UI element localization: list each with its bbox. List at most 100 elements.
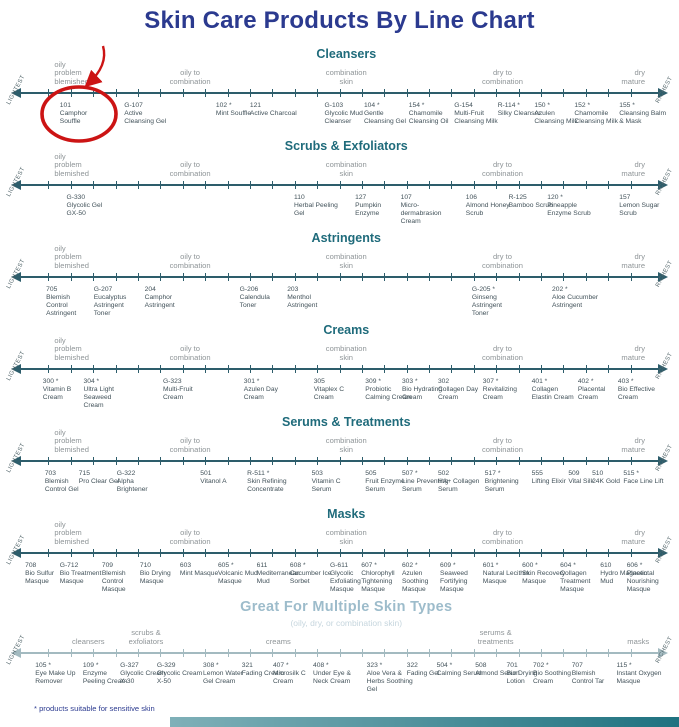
product-G-207: G-207 Eucalyptus Astringent Toner bbox=[94, 286, 141, 318]
product-203: 203 Menthol Astringent bbox=[287, 286, 334, 310]
product-code: 701 bbox=[506, 662, 518, 669]
axis-tick bbox=[473, 649, 475, 657]
axis-tick bbox=[406, 89, 408, 97]
product-505: 505 Fruit Enzyme Serum bbox=[365, 470, 412, 494]
axis-tick bbox=[496, 273, 498, 281]
axis-tick bbox=[361, 89, 363, 97]
axis-tick bbox=[272, 549, 274, 557]
axis-tick bbox=[137, 549, 139, 557]
product-G-107: G-107 Active Cleansing Gel bbox=[124, 102, 171, 126]
product-605: 605 * Volcanic Mud Masque bbox=[218, 562, 265, 586]
axis-tick bbox=[451, 89, 453, 97]
product-name: Collagen Day Cream bbox=[437, 386, 479, 402]
axis-tick bbox=[294, 89, 296, 97]
product-code: R-125 bbox=[508, 194, 527, 201]
skin-type-label: dry mature bbox=[621, 344, 646, 362]
axis-arrow-left-icon bbox=[11, 548, 21, 558]
axis-tick bbox=[406, 181, 408, 189]
section-masks: Masks oily problem blemished oily to combi… bbox=[0, 504, 679, 596]
axis-tick bbox=[429, 649, 431, 657]
axis-tick bbox=[227, 549, 229, 557]
axis-tick bbox=[317, 457, 319, 465]
product-G-712: G-712 Bio Treatment Masque bbox=[60, 562, 107, 586]
product-code: G-205 * bbox=[471, 286, 495, 293]
skin-type-label: combination skin bbox=[325, 160, 367, 178]
axis-tick bbox=[317, 89, 319, 97]
product-110: 110 Herbal Peeling Gel bbox=[294, 194, 341, 218]
axis-tick bbox=[182, 273, 184, 281]
axis-tick bbox=[115, 457, 117, 465]
axis-tick bbox=[294, 549, 296, 557]
skin-type-label: dry to combination bbox=[481, 344, 523, 362]
product-name: Pro Clear Gel bbox=[78, 478, 120, 486]
axis-tick bbox=[406, 365, 408, 373]
axis-arrow-right-icon bbox=[658, 456, 668, 466]
product-708: 708 Bio Sulfur Masque bbox=[25, 562, 72, 586]
product-name: Placental Cream bbox=[577, 386, 606, 402]
section-title: Creams bbox=[323, 323, 370, 337]
skin-type-label: dry to combination bbox=[481, 160, 523, 178]
axis-tick bbox=[585, 649, 587, 657]
product-name: Glycolic Gel GX-50 bbox=[66, 202, 103, 218]
axis-tick bbox=[608, 89, 610, 97]
product-709: 709 Blemish Control Masque bbox=[102, 562, 149, 594]
section-header: Cleansers oily problem blemished oily to c… bbox=[0, 44, 679, 88]
axis-tick bbox=[272, 181, 274, 189]
axis-tick bbox=[70, 181, 72, 189]
product-code: 109 * bbox=[82, 662, 99, 669]
axis-tick bbox=[70, 273, 72, 281]
product-code: 708 bbox=[25, 562, 37, 569]
axis-tick bbox=[361, 273, 363, 281]
product-code: 307 * bbox=[482, 378, 499, 385]
product-code: 515 * bbox=[623, 470, 639, 477]
product-code: R-511 * bbox=[247, 470, 270, 477]
product-name: Mint Masque bbox=[179, 570, 219, 578]
spectrum-axis: LIGHTEST RICHEST bbox=[6, 442, 674, 474]
product-code: 303 * bbox=[401, 378, 418, 385]
axis-tick bbox=[137, 365, 139, 373]
product-308: 308 * Lemon Water Gel Cream bbox=[203, 662, 250, 686]
product-715: 715 Pro Clear Gel bbox=[79, 470, 126, 486]
axis-tick bbox=[93, 365, 95, 373]
product-code: 402 * bbox=[577, 378, 594, 385]
axis-tick bbox=[227, 273, 229, 281]
section-subtitle: (oily, dry, or combination skin) bbox=[290, 618, 403, 628]
axis-tick bbox=[48, 89, 50, 97]
product-code: 300 * bbox=[42, 378, 59, 385]
skin-type-label: oily problem blemished bbox=[54, 59, 89, 86]
product-305: 305 Vitaplex C Cream bbox=[314, 378, 361, 402]
skin-type-label: combination skin bbox=[325, 68, 367, 86]
product-name: Skin Recovery Masque bbox=[522, 570, 566, 586]
skin-type-label: oily to combination bbox=[169, 344, 211, 362]
product-code: 609 * bbox=[439, 562, 456, 569]
axis-arrow-right-icon bbox=[658, 88, 668, 98]
axis-tick bbox=[115, 273, 117, 281]
product-G-205: G-205 * Ginseng Astringent Toner bbox=[472, 286, 519, 318]
product-code: G-327 bbox=[120, 662, 139, 669]
product-name: Lemon Sugar Scrub bbox=[619, 202, 660, 218]
axis-tick bbox=[630, 549, 632, 557]
product-code: G-712 bbox=[59, 562, 79, 569]
axis-tick bbox=[518, 181, 520, 189]
product-code: 152 * bbox=[574, 102, 591, 109]
axis-tick bbox=[518, 649, 520, 657]
axis-tick bbox=[339, 273, 341, 281]
axis-tick bbox=[160, 649, 162, 657]
product-name: Eye Make Up Remover bbox=[35, 670, 76, 686]
section-title: Masks bbox=[327, 507, 366, 521]
product-code: 115 * bbox=[616, 662, 632, 669]
axis-tick bbox=[496, 457, 498, 465]
product-154: 154 * Chamomile Cleansing Oil bbox=[409, 102, 456, 126]
axis-tick bbox=[249, 273, 251, 281]
skin-type-label: combination skin bbox=[325, 528, 367, 546]
product-code: 504 * bbox=[436, 662, 453, 669]
skin-type-label: dry mature bbox=[621, 252, 646, 270]
section-scrubs-exfoliators: Scrubs & Exfoliators oily problem blemish… bbox=[0, 136, 679, 228]
axis-tick bbox=[160, 89, 162, 97]
product-name: Almond Serum bbox=[475, 670, 520, 678]
axis-tick bbox=[93, 89, 95, 97]
axis-arrow-right-icon bbox=[658, 272, 668, 282]
product-name: Calming Serum bbox=[436, 670, 483, 678]
product-name: Brightening Serum bbox=[484, 478, 519, 494]
skin-type-label: dry to combination bbox=[481, 68, 523, 86]
